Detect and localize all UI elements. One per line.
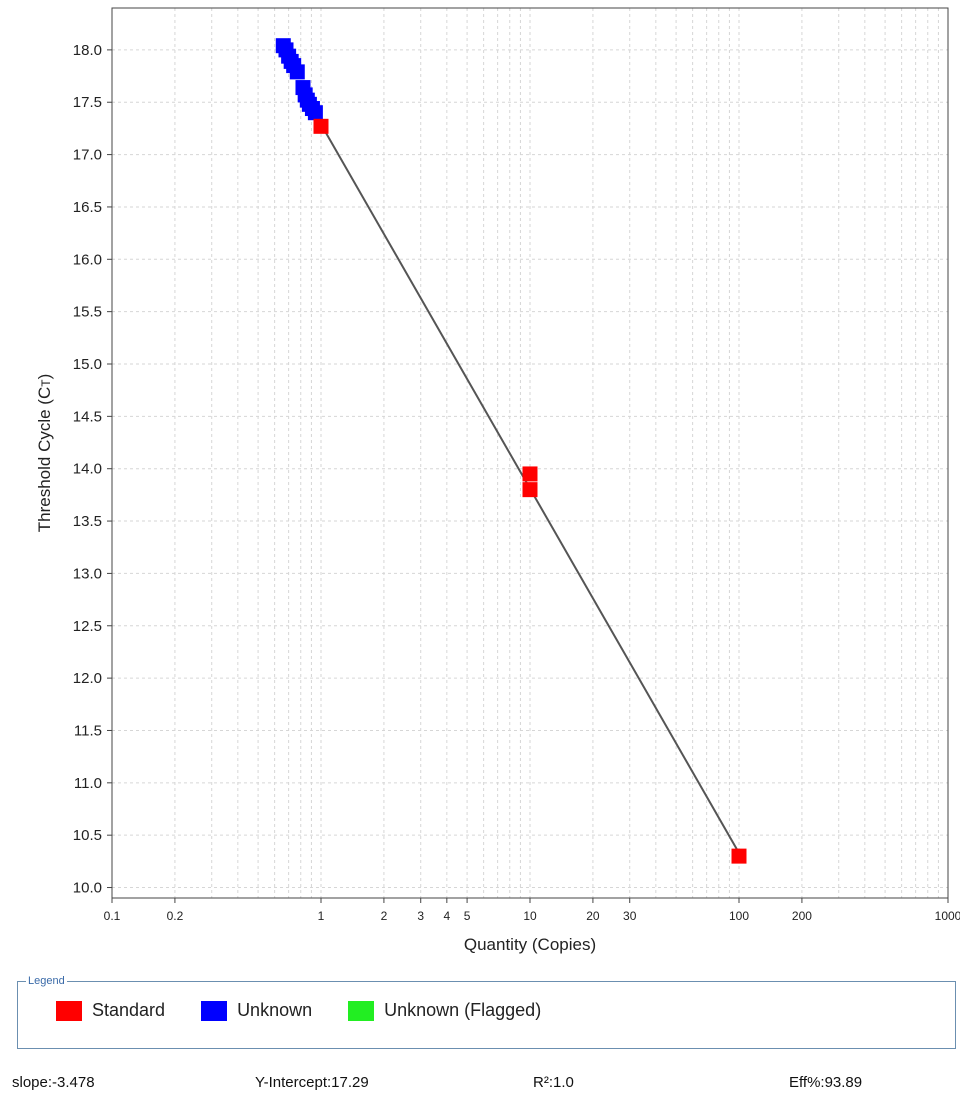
x-tick-label: 1000 <box>935 909 960 923</box>
x-tick-label: 4 <box>443 909 450 923</box>
y-tick-label: 17.5 <box>73 94 102 111</box>
x-tick-label: 100 <box>729 909 749 923</box>
y-tick-label: 14.0 <box>73 461 102 478</box>
y-tick-label: 16.5 <box>73 199 102 216</box>
y-axis-title-end: ) <box>35 374 54 380</box>
y-tick-label: 16.0 <box>73 251 102 268</box>
y-tick-label: 11.5 <box>74 722 102 739</box>
y-axis-title-subscript: T <box>39 379 53 387</box>
y-tick-label: 17.0 <box>73 147 102 164</box>
x-tick-label: 10 <box>523 909 537 923</box>
x-tick-label: 2 <box>381 909 388 923</box>
data-point-standard <box>731 848 747 864</box>
x-tick-label: 3 <box>417 909 424 923</box>
data-point-unknown <box>307 105 323 121</box>
standard-curve-chart: 10.0 10.5 11.0 11.5 12.0 12.5 13.0 13.5 14.0 14.5… <box>35 7 960 954</box>
x-tick-label: 0.2 <box>167 909 184 923</box>
y-tick-label: 14.5 <box>73 408 102 425</box>
data-point-unknown <box>289 64 305 80</box>
data-points <box>275 38 747 864</box>
x-tick-label: 1 <box>318 909 325 923</box>
legend-label-standard: Standard <box>92 1000 166 1020</box>
y-tick-label: 10.0 <box>73 880 102 897</box>
y-tick-label: 10.5 <box>73 827 102 844</box>
legend-label-unknown: Unknown <box>237 1000 313 1020</box>
legend-label-unknown-flagged: Unknown (Flagged) <box>384 1000 542 1020</box>
y-tick-label: 12.0 <box>73 670 102 687</box>
legend-item-unknown-flagged: Unknown (Flagged) <box>348 1000 541 1021</box>
legend-items: Standard Unknown Unknown (Flagged) <box>56 1000 577 1021</box>
efficiency-value: Eff%:93.89 <box>789 1074 863 1091</box>
y-tick-label: 13.0 <box>73 565 102 582</box>
x-tick-label: 20 <box>586 909 600 923</box>
x-axis-title: Quantity (Copies) <box>464 935 596 954</box>
y-axis-title-main: Threshold Cycle (C <box>35 387 54 533</box>
legend: Legend Standard Unknown Unknown (Flagged… <box>17 974 956 1049</box>
x-tick-label: 200 <box>792 909 812 923</box>
legend-swatch-unknown-flagged <box>348 1000 375 1021</box>
slope-value: slope:-3.478 <box>12 1074 95 1091</box>
grid <box>112 8 948 898</box>
legend-item-unknown: Unknown <box>201 1000 312 1021</box>
legend-swatch-standard <box>56 1000 82 1021</box>
legend-title: Legend <box>26 974 67 988</box>
x-tick-label: 5 <box>464 909 471 923</box>
x-axis-ticks: 0.1 0.2 1 2 3 4 5 10 20 30 100 200 1000 <box>104 898 960 923</box>
y-tick-label: 15.5 <box>73 304 102 321</box>
y-tick-label: 18.0 <box>73 42 102 59</box>
legend-item-standard: Standard <box>56 1000 165 1021</box>
legend-swatch-unknown <box>201 1000 228 1021</box>
y-tick-label: 15.0 <box>73 356 102 373</box>
x-tick-label: 0.1 <box>104 909 121 923</box>
y-tick-label: 13.5 <box>73 513 102 530</box>
y-intercept-value: Y-Intercept:17.29 <box>255 1074 369 1091</box>
y-tick-label: 12.5 <box>73 618 102 635</box>
y-tick-label: 11.0 <box>74 775 102 792</box>
y-axis-title: Threshold Cycle (CT) <box>35 374 54 533</box>
data-point-standard <box>522 482 538 498</box>
y-axis-ticks: 10.0 10.5 11.0 11.5 12.0 12.5 13.0 13.5 14.0 14.5… <box>73 42 112 897</box>
x-tick-label: 30 <box>623 909 637 923</box>
data-point-standard <box>313 118 329 134</box>
data-point-standard <box>522 466 538 482</box>
r-squared-value: R²:1.0 <box>533 1074 574 1091</box>
